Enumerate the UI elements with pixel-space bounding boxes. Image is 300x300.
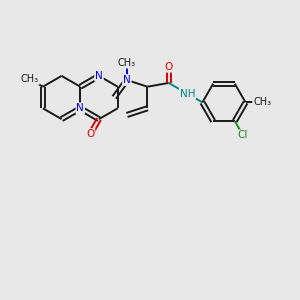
Text: CH₃: CH₃ bbox=[118, 58, 136, 68]
Text: Cl: Cl bbox=[238, 130, 248, 140]
Text: NH: NH bbox=[180, 89, 195, 99]
Text: N: N bbox=[123, 75, 131, 85]
Text: N: N bbox=[76, 103, 84, 113]
Text: CH₃: CH₃ bbox=[21, 74, 39, 84]
Text: N: N bbox=[95, 71, 103, 81]
Text: CH₃: CH₃ bbox=[253, 98, 271, 107]
Text: O: O bbox=[165, 62, 173, 72]
Text: O: O bbox=[86, 129, 94, 139]
